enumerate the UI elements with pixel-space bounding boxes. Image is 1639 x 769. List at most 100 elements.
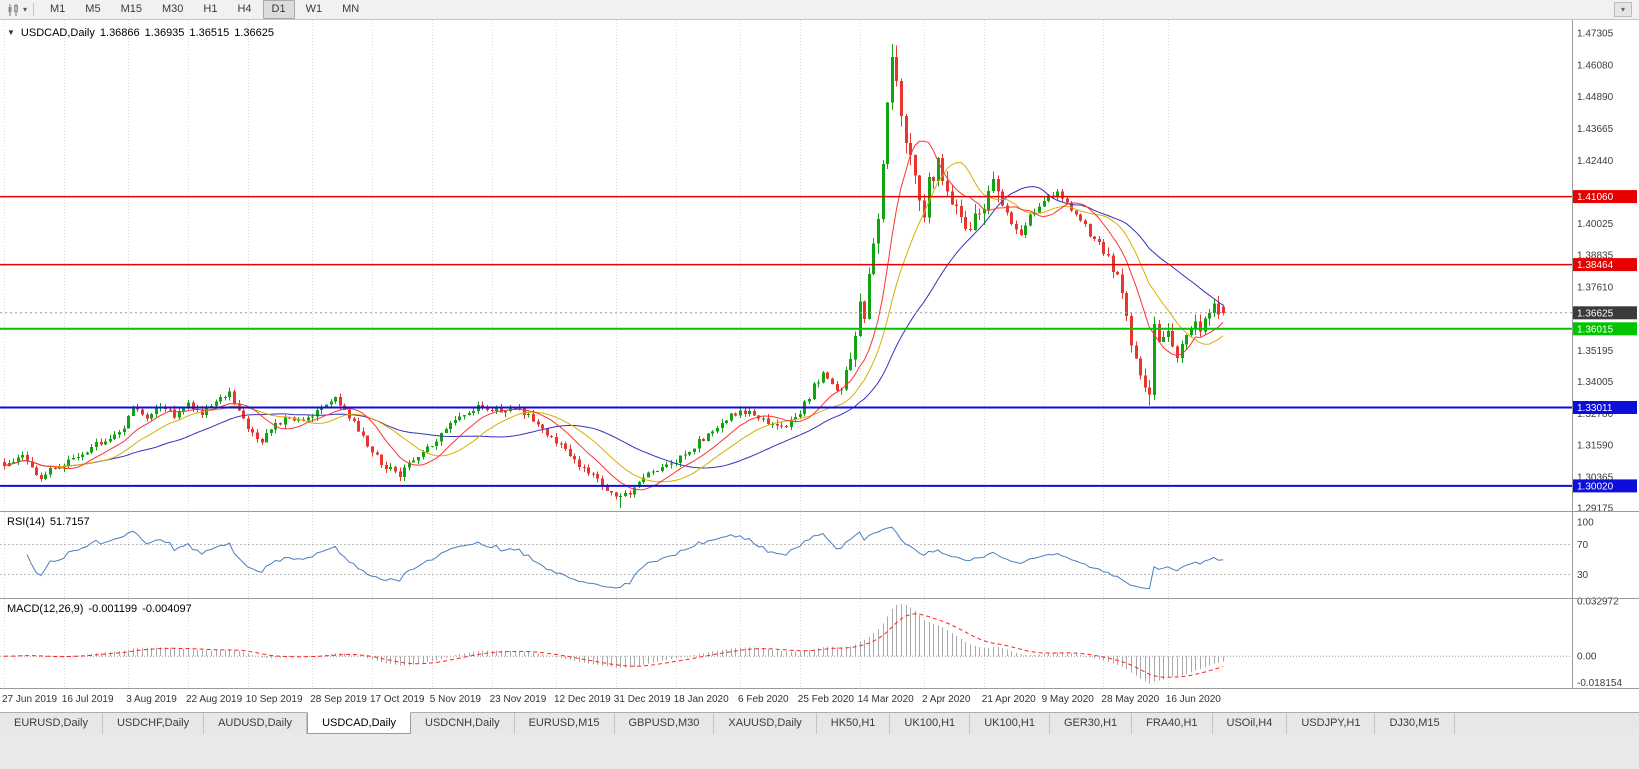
candle-body bbox=[320, 408, 323, 411]
timeframe-button-m1[interactable]: M1 bbox=[50, 3, 66, 15]
candle-body bbox=[472, 411, 475, 414]
candle-body bbox=[822, 372, 825, 383]
date-label: 10 Sep 2019 bbox=[246, 694, 303, 705]
timeframe-button-m5[interactable]: M5 bbox=[85, 3, 101, 15]
candle-body bbox=[854, 336, 857, 360]
price-badge bbox=[1573, 479, 1637, 493]
candle-body bbox=[615, 492, 618, 497]
candle-body bbox=[1056, 191, 1059, 197]
candle-body bbox=[297, 419, 300, 421]
date-label: 6 Feb 2020 bbox=[738, 694, 789, 705]
price-badge bbox=[1573, 322, 1637, 336]
timeframe-button-h4[interactable]: H4 bbox=[237, 3, 252, 15]
chart-tab-uk100-h1[interactable]: UK100,H1 bbox=[890, 713, 971, 734]
candle-body bbox=[100, 441, 103, 445]
rsi-value: 51.7157 bbox=[49, 516, 90, 528]
candle-body bbox=[31, 461, 34, 468]
candle-body bbox=[670, 463, 673, 465]
chart-tab-usdcnh-daily[interactable]: USDCNH,Daily bbox=[411, 713, 515, 734]
candle-body bbox=[983, 209, 986, 214]
chart-symbol-period: USDCAD,Daily bbox=[20, 27, 95, 39]
date-label: 12 Dec 2019 bbox=[554, 694, 611, 705]
chart-tab-eurusd-daily[interactable]: EURUSD,Daily bbox=[0, 713, 103, 734]
timeframe-button-m30[interactable]: M30 bbox=[161, 3, 184, 15]
timeframe-button-d1[interactable]: D1 bbox=[262, 0, 295, 19]
rsi-panel-label: RSI(14) 51.7157 bbox=[7, 516, 95, 528]
price-chart-canvas[interactable]: 1.47305 1.46080 1.44890 1.43665 1.42440 1.400… bbox=[0, 20, 1639, 712]
ohlc-low: 1.36515 bbox=[189, 27, 230, 39]
candle-body bbox=[389, 466, 392, 469]
candle-body bbox=[550, 435, 553, 438]
chart-tab-uk100-h1[interactable]: UK100,H1 bbox=[970, 713, 1050, 734]
candle-body bbox=[987, 190, 990, 210]
candle-body bbox=[1194, 321, 1197, 330]
candle-body bbox=[339, 397, 342, 406]
ohlc-open: 1.36866 bbox=[99, 27, 140, 39]
candle-body bbox=[1176, 346, 1179, 359]
timeframe-button-mn[interactable]: MN bbox=[342, 3, 360, 15]
chart-type-dropdown-caret[interactable]: ▾ bbox=[23, 5, 28, 14]
timeframe-button-w1[interactable]: W1 bbox=[305, 3, 323, 15]
candle-body bbox=[35, 467, 38, 475]
candle-body bbox=[1158, 323, 1161, 342]
candle-body bbox=[468, 413, 471, 416]
candle-body bbox=[431, 446, 434, 448]
chart-area: 1.47305 1.46080 1.44890 1.43665 1.42440 1.400… bbox=[0, 20, 1639, 712]
candle-body bbox=[1029, 214, 1032, 226]
candle-body bbox=[955, 204, 958, 207]
candle-body bbox=[702, 439, 705, 441]
candle-body bbox=[261, 438, 264, 443]
chart-type-button[interactable] bbox=[4, 2, 22, 17]
chart-tab-ger30-h1[interactable]: GER30,H1 bbox=[1050, 713, 1133, 734]
candle-body bbox=[721, 423, 724, 429]
chart-tab-audusd-daily[interactable]: AUDUSD,Daily bbox=[204, 713, 308, 734]
candle-body bbox=[840, 389, 843, 391]
candle-body bbox=[77, 457, 80, 459]
candle-body bbox=[123, 428, 126, 433]
chart-tab-gbpusd-m30[interactable]: GBPUSD,M30 bbox=[615, 713, 715, 734]
chart-tab-hk50-h1[interactable]: HK50,H1 bbox=[817, 713, 891, 734]
one-click-trading-icon[interactable]: ▼ bbox=[7, 28, 15, 37]
candle-body bbox=[311, 416, 314, 418]
candle-body bbox=[40, 474, 43, 479]
rsi-name: RSI(14) bbox=[7, 516, 45, 528]
chart-tab-usdchf-daily[interactable]: USDCHF,Daily bbox=[103, 713, 205, 734]
candle-body bbox=[500, 406, 503, 413]
candle-body bbox=[215, 401, 218, 406]
date-label: 16 Jul 2019 bbox=[62, 694, 114, 705]
candle-body bbox=[445, 429, 448, 434]
candle-body bbox=[826, 372, 829, 379]
candle-body bbox=[435, 441, 438, 447]
candle-body bbox=[895, 56, 898, 82]
candle-body bbox=[302, 419, 305, 421]
price-badge-label: 1.36625 bbox=[1577, 308, 1614, 319]
date-label: 16 Jun 2020 bbox=[1166, 694, 1221, 705]
chart-tab-xauusd-daily[interactable]: XAUUSD,Daily bbox=[714, 713, 817, 734]
timeframe-button-h1[interactable]: H1 bbox=[203, 3, 218, 15]
candle-body bbox=[491, 410, 494, 412]
candle-body bbox=[86, 452, 89, 455]
toolbar-overflow-button[interactable]: ▾ bbox=[1614, 2, 1632, 17]
candle-body bbox=[357, 421, 360, 432]
chart-tab-usdcad-daily[interactable]: USDCAD,Daily bbox=[307, 712, 412, 734]
chart-tab-eurusd-m15[interactable]: EURUSD,M15 bbox=[515, 713, 615, 734]
candle-body bbox=[1084, 220, 1087, 225]
candle-body bbox=[247, 418, 250, 429]
chart-tab-usoil-h4[interactable]: USOil,H4 bbox=[1213, 713, 1288, 734]
candle-body bbox=[3, 462, 6, 466]
axis-labels: 1.47305 1.46080 1.44890 1.43665 1.42440 1.400… bbox=[2, 29, 1637, 705]
chart-tab-fra40-h1[interactable]: FRA40,H1 bbox=[1132, 713, 1213, 734]
pane-separators bbox=[0, 20, 1639, 689]
candle-body bbox=[146, 414, 149, 419]
candle-body bbox=[532, 414, 535, 422]
chart-tab-dj30-m15[interactable]: DJ30,M15 bbox=[1375, 713, 1455, 734]
candle-body bbox=[872, 243, 875, 275]
chart-tab-usdjpy-h1[interactable]: USDJPY,H1 bbox=[1287, 713, 1376, 734]
candle-body bbox=[596, 474, 599, 479]
timeframe-button-m15[interactable]: M15 bbox=[120, 3, 142, 15]
candle-body bbox=[849, 359, 852, 370]
candle-body bbox=[1139, 358, 1142, 376]
date-label: 25 Feb 2020 bbox=[798, 694, 855, 705]
candle-body bbox=[334, 397, 337, 402]
candle-body bbox=[573, 456, 576, 460]
